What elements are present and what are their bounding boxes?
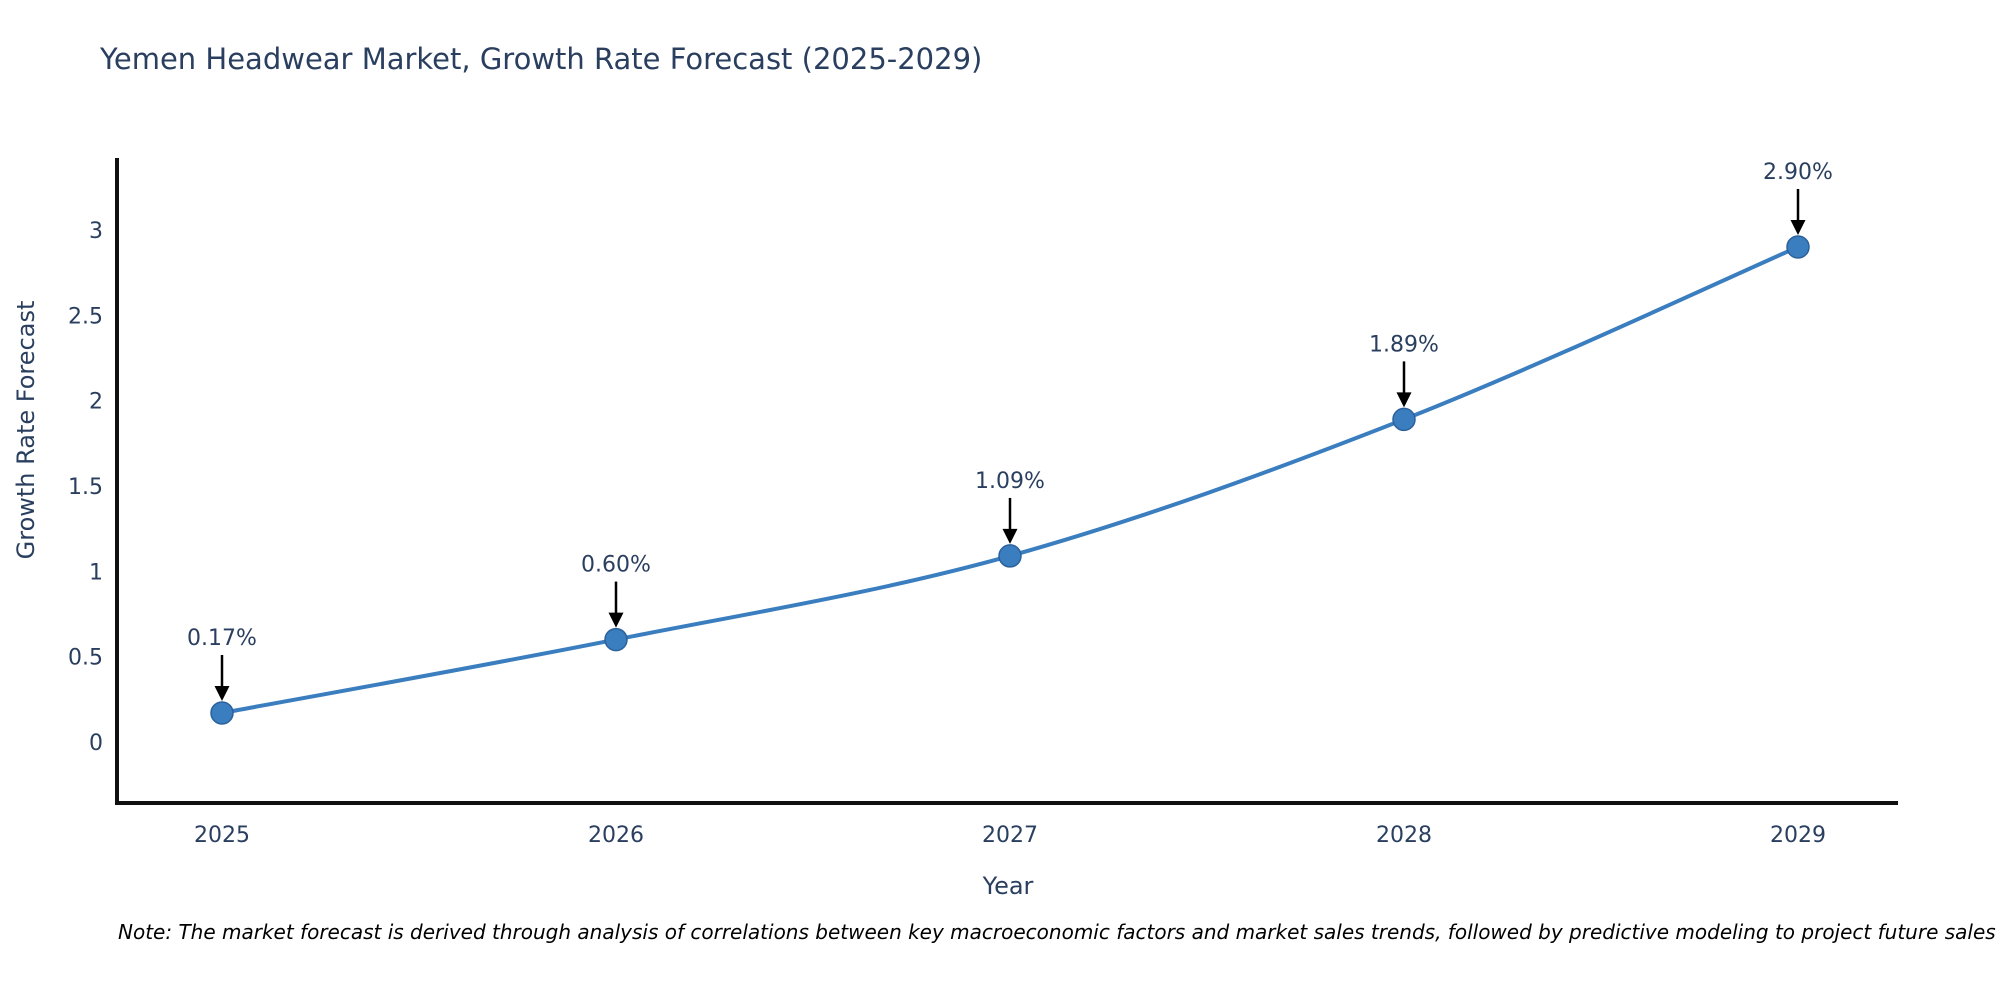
- annotation-arrowhead: [1002, 528, 1018, 544]
- y-tick-label: 2: [89, 390, 103, 415]
- data-point-marker: [998, 544, 1022, 568]
- data-point-marker: [1786, 235, 1810, 259]
- data-point-value-label: 0.17%: [187, 626, 257, 651]
- y-tick-label: 0: [89, 731, 103, 756]
- annotation-arrowhead: [1790, 219, 1806, 235]
- y-tick-label: 1.5: [68, 475, 103, 500]
- data-point-marker: [210, 701, 234, 725]
- y-tick-label: 3: [89, 219, 103, 244]
- x-tick-label: 2025: [194, 823, 250, 848]
- annotation-arrowhead: [608, 612, 624, 628]
- data-point-value-label: 0.60%: [581, 553, 651, 578]
- y-tick-label: 0.5: [68, 646, 103, 671]
- data-point-marker: [1392, 407, 1416, 432]
- data-point-value-label: 1.89%: [1369, 332, 1439, 357]
- x-axis-title: Year: [982, 872, 1034, 900]
- y-axis-title: Growth Rate Forecast: [12, 300, 40, 560]
- y-tick-label: 1: [89, 560, 103, 585]
- y-tick-label: 2.5: [68, 304, 103, 329]
- data-point-marker: [604, 627, 628, 652]
- data-point-value-label: 2.90%: [1763, 160, 1833, 185]
- footnote: Note: The market forecast is derived thr…: [118, 920, 1996, 944]
- x-tick-label: 2028: [1376, 823, 1432, 848]
- annotation-arrowhead: [214, 685, 230, 701]
- x-tick-label: 2027: [982, 823, 1038, 848]
- chart-title: Yemen Headwear Market, Growth Rate Forec…: [100, 42, 983, 76]
- data-point-value-label: 1.09%: [975, 469, 1045, 494]
- x-tick-label: 2029: [1770, 823, 1826, 848]
- x-tick-label: 2026: [588, 823, 644, 848]
- annotation-arrowhead: [1396, 392, 1412, 408]
